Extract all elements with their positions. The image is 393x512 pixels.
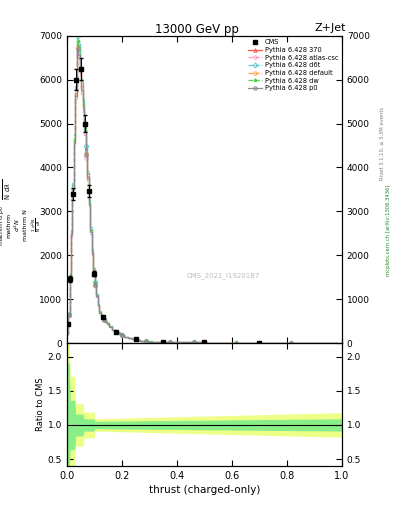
Text: mathrm d $\lambda$
mathrm d $p_0$
mathrm
$d^2N$
mathrm N
$\frac{1}{\mathrm{N}}\f: mathrm d $\lambda$ mathrm d $p_0$ mathrm… [0,205,44,246]
Text: CMS_2021_I1920187: CMS_2021_I1920187 [187,272,260,279]
Text: $\frac{1}{\mathrm{N}}\frac{d^2N}{d\lambda}$: $\frac{1}{\mathrm{N}}\frac{d^2N}{d\lambd… [0,179,13,200]
Text: mcplots.cern.ch [arXiv:1306.3436]: mcplots.cern.ch [arXiv:1306.3436] [386,185,391,276]
Legend: CMS, Pythia 6.428 370, Pythia 6.428 atlas-csc, Pythia 6.428 d6t, Pythia 6.428 de: CMS, Pythia 6.428 370, Pythia 6.428 atla… [246,38,340,93]
Text: 13000 GeV pp: 13000 GeV pp [154,23,239,36]
Y-axis label: Ratio to CMS: Ratio to CMS [36,378,45,431]
Text: Z+Jet: Z+Jet [314,23,346,33]
Text: Rivet 3.1.10, ≥ 3.3M events: Rivet 3.1.10, ≥ 3.3M events [379,106,384,180]
X-axis label: thrust (charged-only): thrust (charged-only) [149,485,260,495]
